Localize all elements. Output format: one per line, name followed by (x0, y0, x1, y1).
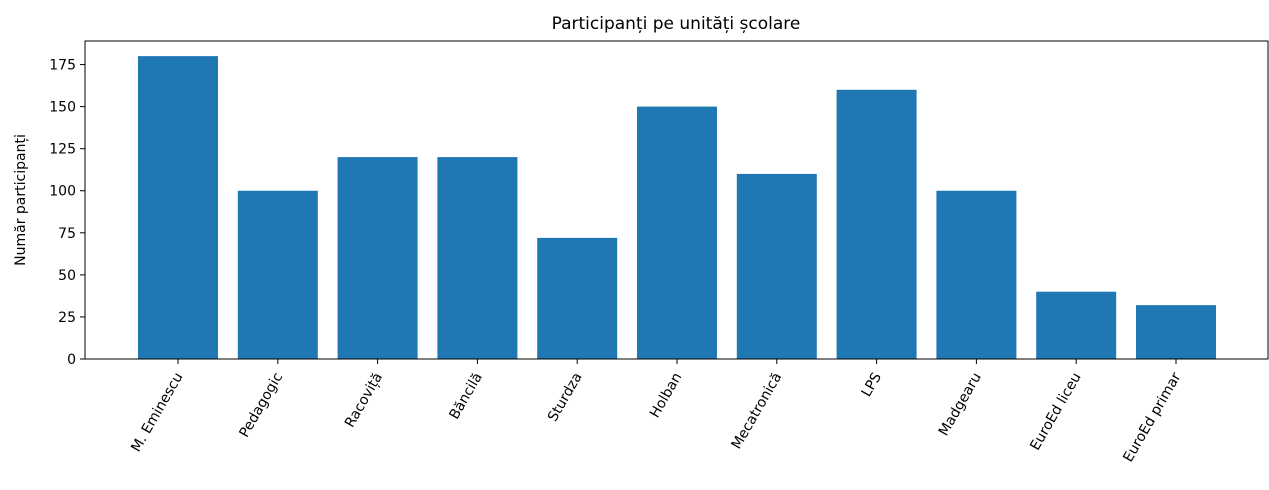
x-tick-label-0: M. Eminescu (128, 370, 186, 455)
x-tick-label-3: Băncilă (446, 370, 485, 422)
bar-5 (637, 106, 717, 359)
y-axis: 0 25 50 75 100 125 150 175 (49, 58, 85, 368)
bar-10 (1136, 305, 1216, 359)
x-tick-label-6: Mecatronică (729, 370, 786, 452)
bar-9 (1036, 291, 1117, 359)
bar-6 (736, 173, 817, 359)
x-axis: M. Eminescu Pedagogic Racoviță Băncilă Sturd… (128, 359, 1185, 465)
y-tick-label-3: 75 (58, 226, 76, 242)
bar-8 (936, 190, 1017, 359)
bar-1 (237, 190, 318, 359)
plot-frame (84, 40, 1269, 360)
y-tick-label-2: 50 (58, 268, 76, 284)
y-tick-label-4: 100 (49, 184, 76, 200)
y-axis-label: Număr participanți (13, 134, 29, 266)
x-tick-label-7: LPS (859, 370, 885, 400)
y-tick-label-5: 125 (49, 142, 76, 158)
y-tick-label-0: 0 (67, 352, 76, 368)
x-tick-label-5: Holban (647, 370, 686, 421)
x-tick-label-2: Racoviță (342, 370, 386, 430)
x-tick-label-4: Sturdza (545, 370, 586, 424)
x-tick-label-9: EuroEd liceu (1027, 370, 1084, 453)
chart-title: Participanți pe unități școlare (552, 14, 801, 34)
x-tick-label-8: Madgearu (936, 370, 985, 439)
bar-7 (836, 89, 917, 360)
y-tick-label-6: 150 (49, 100, 76, 116)
bar-3 (437, 157, 518, 359)
y-tick-label-1: 25 (58, 310, 76, 326)
x-tick-label-1: Pedagogic (236, 370, 286, 440)
bar-4 (537, 237, 618, 359)
x-tick-label-10: EuroEd primar (1120, 370, 1184, 465)
y-tick-label-7: 175 (49, 58, 76, 74)
bar-2 (337, 157, 418, 359)
bar-0 (138, 56, 218, 360)
bars-group (138, 56, 1216, 360)
